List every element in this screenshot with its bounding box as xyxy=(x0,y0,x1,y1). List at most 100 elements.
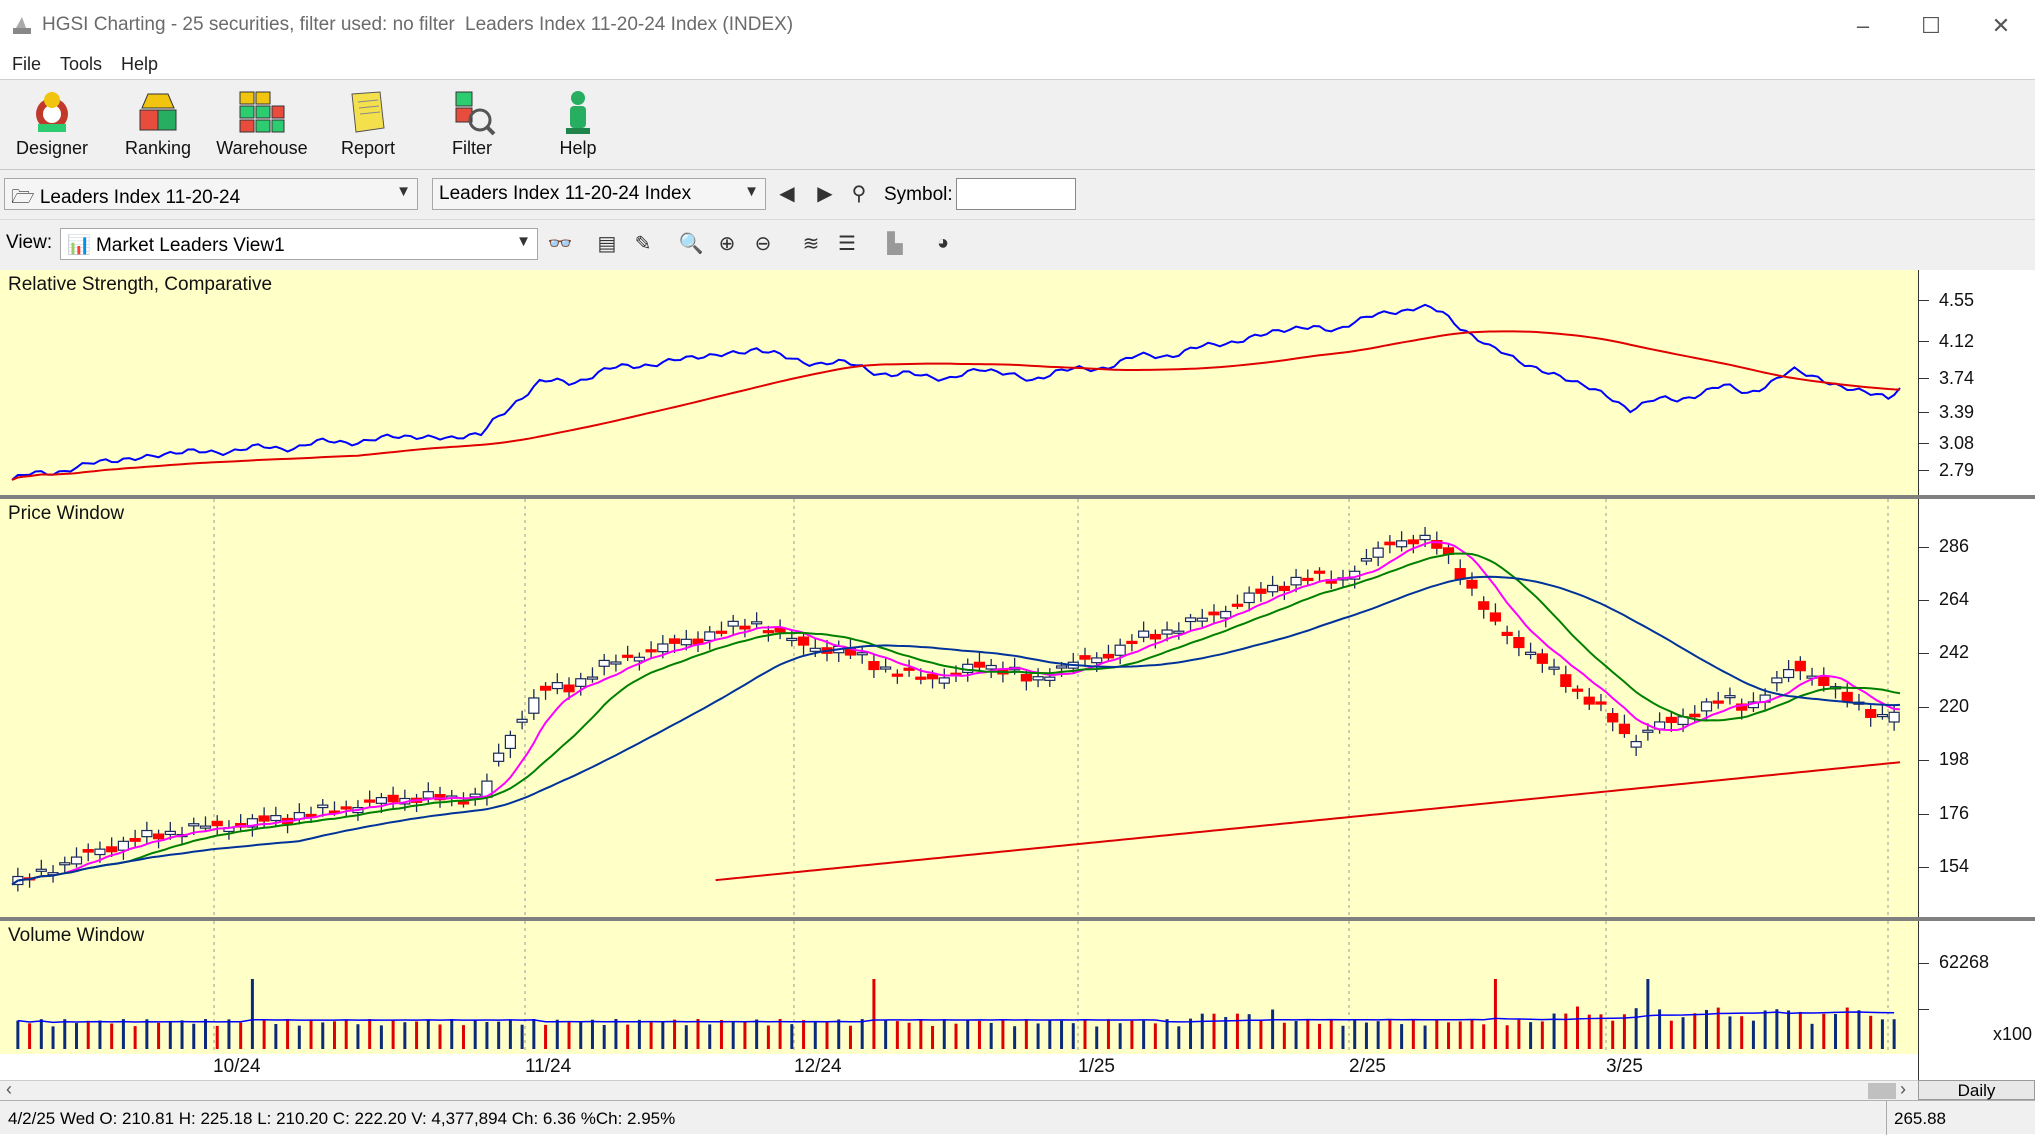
designer-button[interactable]: Designer xyxy=(4,84,100,166)
candle-up xyxy=(1525,651,1537,656)
report-button[interactable]: Report xyxy=(320,84,416,166)
candle-up xyxy=(35,868,47,872)
warehouse-button[interactable]: Warehouse xyxy=(214,84,310,166)
properties-icon[interactable]: ▤ xyxy=(597,232,617,255)
candle-down xyxy=(563,684,575,693)
help-button[interactable]: Help xyxy=(530,84,626,166)
date-tick: 12/24 xyxy=(794,1056,842,1077)
candle-down xyxy=(258,815,270,822)
binoculars-icon[interactable]: ⚲ xyxy=(851,182,867,205)
scroll-left-icon[interactable]: ‹ xyxy=(6,1079,12,1099)
filter-label: Filter xyxy=(452,138,492,158)
panel-splitter[interactable] xyxy=(0,917,2035,921)
security-select[interactable]: Leaders Index 11-20-24 Index ▼ xyxy=(432,178,766,210)
menu-file[interactable]: File xyxy=(12,54,42,74)
minimize-button[interactable]: – xyxy=(1856,13,1870,38)
zoom-in-icon[interactable]: ⊕ xyxy=(718,232,736,255)
candle-down xyxy=(1255,588,1267,594)
symbol-input[interactable] xyxy=(956,178,1076,210)
candle-down xyxy=(1231,603,1244,607)
candle-down xyxy=(211,820,223,827)
candle-down xyxy=(129,837,141,842)
price-axis: 286 264 242 220 198 176 154 xyxy=(1918,499,2035,917)
candle-down xyxy=(1841,691,1853,702)
price-tick: 286 xyxy=(1939,536,1970,556)
chevron-down-icon: ▼ xyxy=(396,183,411,200)
ranking-button[interactable]: Ranking xyxy=(110,84,206,166)
candle-up xyxy=(1876,713,1889,718)
rs-panel-title: Relative Strength, Comparative xyxy=(8,274,273,295)
volume-average-line xyxy=(17,1011,1895,1024)
candle-down xyxy=(1384,541,1396,546)
title-bar: HGSI Charting - 25 securities, filter us… xyxy=(0,0,2035,52)
view-label: View: xyxy=(6,232,53,253)
candle-down xyxy=(1478,601,1490,610)
candle-down xyxy=(364,799,376,803)
zoom-icon[interactable]: 🔍 xyxy=(678,232,704,255)
candle-up xyxy=(985,664,997,670)
candle-up xyxy=(1220,610,1232,619)
candle-down xyxy=(539,685,552,691)
ma-slow-line xyxy=(11,575,1901,886)
candle-up xyxy=(1724,695,1736,699)
candle-up xyxy=(551,682,563,690)
filter-button[interactable]: Filter xyxy=(424,84,520,166)
zoom-out-icon[interactable]: ⊖ xyxy=(754,232,772,255)
candle-up xyxy=(657,643,669,653)
list-icon[interactable]: ☰ xyxy=(838,232,856,255)
next-security-icon[interactable]: ▶ xyxy=(817,182,833,205)
candle-down xyxy=(1794,660,1806,672)
glasses-icon[interactable]: 👓 xyxy=(547,232,573,255)
candle-down xyxy=(106,846,118,853)
list-select[interactable]: 🗁 Leaders Index 11-20-24 ▼ xyxy=(4,178,418,210)
drawing-tool-icon[interactable]: ▙ xyxy=(887,232,903,255)
candle-up xyxy=(246,818,258,828)
candle-down xyxy=(1313,570,1326,574)
candle-down xyxy=(1079,655,1091,660)
rs-panel[interactable]: Relative Strength, Comparative xyxy=(0,270,1918,495)
view-select[interactable]: 📊 Market Leaders View1 ▼ xyxy=(60,228,538,260)
panel-splitter[interactable] xyxy=(0,495,2035,499)
period-button[interactable]: Daily xyxy=(1918,1080,2035,1100)
ma-mid-line xyxy=(11,552,1901,886)
chart-view-icon: 📊 xyxy=(67,235,91,256)
menu-tools[interactable]: Tools xyxy=(60,54,103,74)
horizontal-scrollbar[interactable]: ‹ › xyxy=(0,1079,1918,1100)
maximize-button[interactable]: ☐ xyxy=(1921,13,1941,38)
indicators-icon[interactable]: ≋ xyxy=(802,232,820,255)
candle-down xyxy=(434,794,446,801)
menu-bar: File Tools Help xyxy=(0,52,2035,80)
candle-up xyxy=(1290,576,1302,586)
document-title: Leaders Index 11-20-24 Index (INDEX) xyxy=(465,14,794,35)
edit-view-icon[interactable]: ✎ xyxy=(634,232,652,255)
candle-down xyxy=(739,625,751,630)
globe-icon[interactable]: ◕ xyxy=(936,231,950,254)
candle-down xyxy=(868,661,880,671)
candle-down xyxy=(1618,723,1631,735)
prev-security-icon[interactable]: ◀ xyxy=(779,182,795,205)
candle-up xyxy=(1243,592,1255,604)
volume-panel[interactable]: Volume Window xyxy=(0,921,1918,1054)
candle-up xyxy=(199,825,212,829)
scroll-thumb[interactable] xyxy=(1868,1083,1896,1099)
menu-help[interactable]: Help xyxy=(121,54,159,74)
designer-icon xyxy=(36,92,68,132)
candle-up xyxy=(1184,617,1197,623)
rs-tick: 4.12 xyxy=(1939,331,1975,351)
candle-down xyxy=(668,638,681,644)
candle-down xyxy=(715,630,728,634)
candle-down xyxy=(1102,653,1115,659)
candle-down xyxy=(1149,633,1161,640)
scroll-right-icon[interactable]: › xyxy=(1900,1079,1906,1099)
candle-up xyxy=(528,697,540,714)
close-button[interactable]: ✕ xyxy=(1991,13,2011,38)
candle-up xyxy=(117,840,130,851)
rs-line xyxy=(11,303,1901,481)
candle-up xyxy=(1091,657,1103,664)
candle-down xyxy=(1501,631,1513,637)
date-tick: 2/25 xyxy=(1349,1056,1386,1077)
volume-chart xyxy=(16,921,1896,1054)
candle-up xyxy=(1888,711,1900,723)
candle-up xyxy=(610,661,622,665)
price-panel[interactable]: Price Window xyxy=(0,499,1918,917)
